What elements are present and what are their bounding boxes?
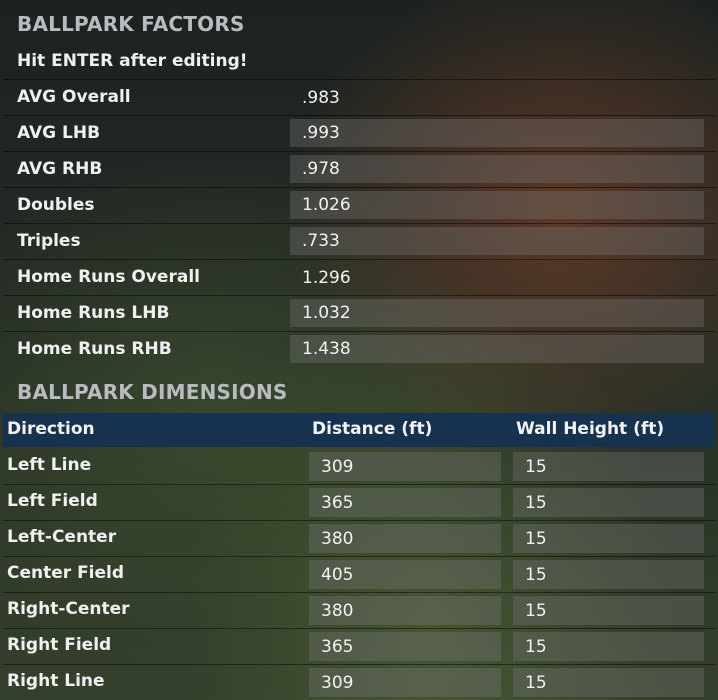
factor-row-hr-rhb: Home Runs RHB [3, 332, 715, 368]
direction-column-header: Direction [7, 419, 95, 439]
direction-label: Left Line [7, 455, 92, 475]
ballpark-dimensions-title: BALLPARK DIMENSIONS [17, 380, 288, 404]
direction-label: Left-Center [7, 527, 117, 547]
dimension-row-left-field: Left Field [3, 485, 715, 521]
factor-label: Home Runs Overall [17, 267, 200, 287]
distance-column-header: Distance (ft) [312, 419, 433, 439]
ballpark-factors-title: BALLPARK FACTORS [17, 12, 245, 36]
factor-label: Triples [17, 231, 81, 251]
avg-rhb-input[interactable] [290, 155, 704, 183]
factor-row-avg-overall: AVG Overall .983 [3, 80, 715, 116]
hr-rhb-input[interactable] [290, 335, 704, 363]
triples-input[interactable] [290, 227, 704, 255]
factor-row-hr-lhb: Home Runs LHB [3, 296, 715, 332]
dimension-row-left-line: Left Line [3, 449, 715, 485]
wall-height-input[interactable] [513, 596, 704, 625]
dimension-row-right-field: Right Field [3, 629, 715, 665]
direction-label: Right-Center [7, 599, 130, 619]
wall-height-input[interactable] [513, 560, 704, 589]
direction-label: Center Field [7, 563, 125, 583]
distance-input[interactable] [309, 596, 501, 625]
factor-label: Home Runs LHB [17, 303, 170, 323]
direction-label: Left Field [7, 491, 98, 511]
factor-row-avg-rhb: AVG RHB [3, 152, 715, 188]
dimension-row-center-field: Center Field [3, 557, 715, 593]
factor-label: Home Runs RHB [17, 339, 172, 359]
wall-height-input[interactable] [513, 632, 704, 661]
dimension-row-left-center: Left-Center [3, 521, 715, 557]
factor-row-triples: Triples [3, 224, 715, 260]
distance-input[interactable] [309, 488, 501, 517]
direction-label: Right Line [7, 671, 105, 691]
dimension-row-right-center: Right-Center [3, 593, 715, 629]
distance-input[interactable] [309, 524, 501, 553]
doubles-input[interactable] [290, 191, 704, 219]
factor-value: 1.296 [302, 268, 351, 288]
factor-label: AVG LHB [17, 123, 101, 143]
factor-label: AVG RHB [17, 159, 103, 179]
hint-row: Hit ENTER after editing! [3, 44, 715, 80]
distance-input[interactable] [309, 668, 501, 697]
factor-row-hr-overall: Home Runs Overall 1.296 [3, 260, 715, 296]
factor-row-avg-lhb: AVG LHB [3, 116, 715, 152]
wall-height-input[interactable] [513, 488, 704, 517]
factor-label: AVG Overall [17, 87, 131, 107]
edit-hint: Hit ENTER after editing! [17, 51, 248, 71]
distance-input[interactable] [309, 632, 501, 661]
wall-height-input[interactable] [513, 668, 704, 697]
direction-label: Right Field [7, 635, 112, 655]
wall-height-input[interactable] [513, 524, 704, 553]
dimensions-table-header: Direction Distance (ft) Wall Height (ft) [3, 413, 715, 447]
wall-height-input[interactable] [513, 452, 704, 481]
factor-label: Doubles [17, 195, 95, 215]
factor-value: .983 [302, 88, 340, 108]
distance-input[interactable] [309, 560, 501, 589]
factor-row-doubles: Doubles [3, 188, 715, 224]
dimension-row-right-line: Right Line [3, 665, 715, 700]
avg-lhb-input[interactable] [290, 119, 704, 147]
hr-lhb-input[interactable] [290, 299, 704, 327]
distance-input[interactable] [309, 452, 501, 481]
wall-height-column-header: Wall Height (ft) [516, 419, 665, 439]
